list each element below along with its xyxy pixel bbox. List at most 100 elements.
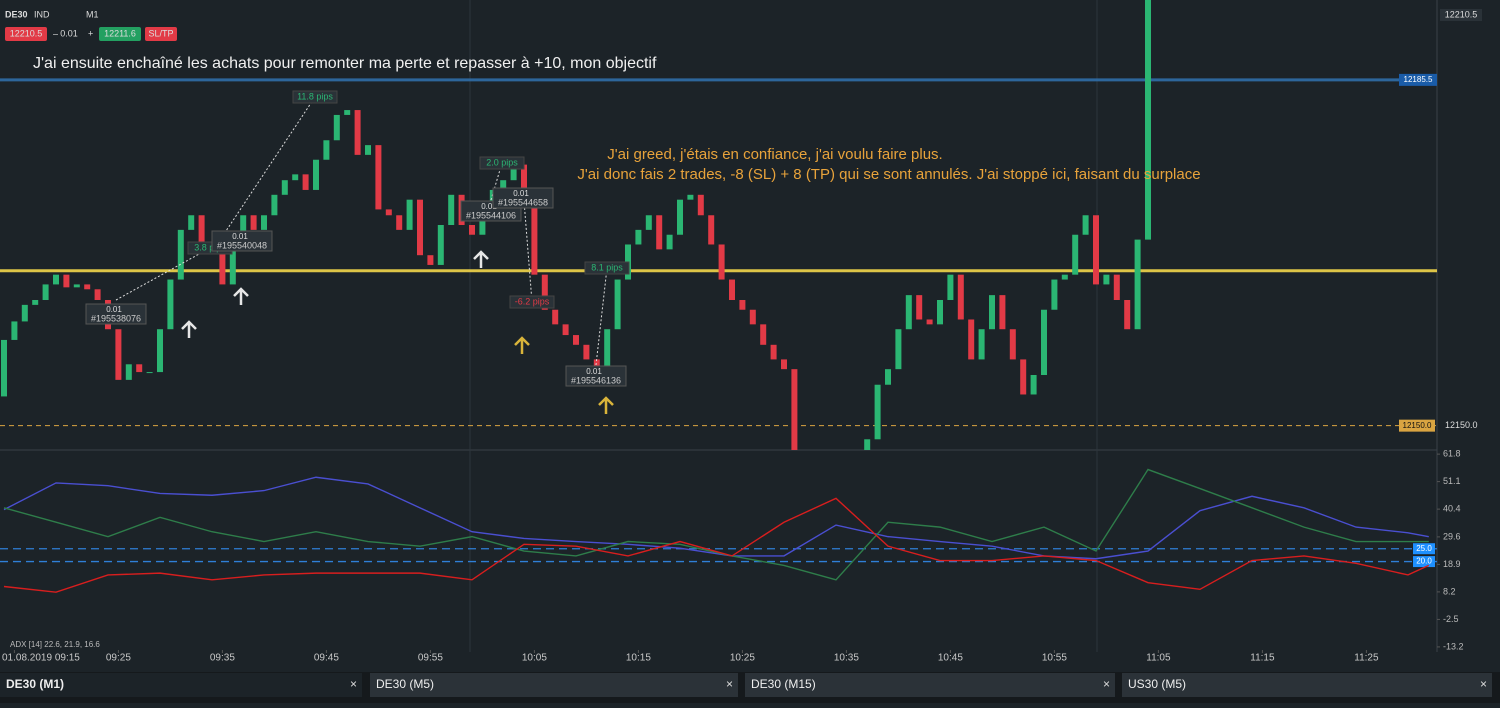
candle xyxy=(978,329,985,360)
candle xyxy=(770,344,777,360)
annotation: J'ai greed, j'étais en confiance, j'ai v… xyxy=(607,146,942,163)
tab-close[interactable]: × xyxy=(1103,677,1110,691)
ask-button[interactable] xyxy=(99,27,141,41)
candle xyxy=(1020,359,1027,395)
entry-arrows xyxy=(181,250,614,414)
x-tick-label: 10:45 xyxy=(938,653,963,664)
candle xyxy=(1103,274,1110,285)
candle xyxy=(989,295,995,330)
level-tag-label: 20.0 xyxy=(1416,557,1432,566)
tab-label: DE30 (M5) xyxy=(376,677,434,691)
tab[interactable] xyxy=(370,673,738,697)
candle xyxy=(344,110,351,115)
ticket-box xyxy=(211,230,273,252)
y2-tick-label: 40.4 xyxy=(1443,504,1461,514)
pips-label: 2.0 pips xyxy=(486,157,518,167)
candle xyxy=(718,244,725,280)
candle xyxy=(188,215,195,230)
candle xyxy=(905,295,912,330)
candle xyxy=(562,324,569,336)
plus[interactable]: + xyxy=(88,28,93,38)
ticket-lot: 0.01 xyxy=(586,367,602,376)
candle xyxy=(552,309,559,325)
x-tick-label: 11:05 xyxy=(1146,653,1171,664)
ticket-box xyxy=(492,187,554,209)
candle xyxy=(84,284,91,290)
lot[interactable]: 0.01 xyxy=(60,28,78,38)
candle xyxy=(656,215,663,250)
connector xyxy=(219,96,316,241)
candle xyxy=(1145,0,1151,240)
ticket-id: #195540048 xyxy=(217,240,267,250)
pips-box xyxy=(584,261,630,275)
candle xyxy=(281,180,288,195)
tab[interactable] xyxy=(0,673,362,697)
candle xyxy=(323,140,330,160)
candle xyxy=(677,199,683,235)
x-tick-label: 10:35 xyxy=(834,653,859,664)
candle xyxy=(167,279,174,330)
current-price-tag xyxy=(1440,9,1482,21)
tab-close[interactable]: × xyxy=(350,677,357,691)
tab[interactable] xyxy=(1122,673,1492,697)
timeframe[interactable]: M1 xyxy=(86,9,99,19)
price-tag xyxy=(1399,73,1437,86)
candle xyxy=(157,329,163,373)
price-panel xyxy=(0,0,1437,450)
indicator-title: ADX [14] 22.6, 21.9, 16.6 xyxy=(10,640,100,649)
tab-close[interactable]: × xyxy=(1480,677,1487,691)
ticket-box xyxy=(85,303,147,325)
buy-arrow xyxy=(233,287,249,305)
sltp: SL/TP xyxy=(148,28,173,38)
candle xyxy=(333,114,340,141)
ticket-lot: 0.01 xyxy=(513,189,529,198)
candle xyxy=(521,164,527,195)
candle xyxy=(313,159,319,190)
candle xyxy=(385,209,392,216)
ticket-lot: 0.01 xyxy=(232,232,248,241)
x-tick-label: 09:35 xyxy=(210,653,235,664)
ticket-lot: 0.01 xyxy=(106,305,122,314)
current-price: 12210.5 xyxy=(1445,9,1478,19)
buy-arrow xyxy=(181,320,197,338)
level-tag-label: 25.0 xyxy=(1416,544,1432,553)
candle xyxy=(510,164,517,181)
candle xyxy=(947,274,954,300)
candle xyxy=(895,329,902,370)
candle xyxy=(957,274,964,320)
pips-box xyxy=(292,90,338,104)
candle xyxy=(916,295,923,320)
tab[interactable] xyxy=(745,673,1115,697)
symbol[interactable]: DE30 xyxy=(5,9,28,19)
candle xyxy=(261,215,267,230)
candle xyxy=(541,274,548,310)
connector xyxy=(115,247,211,301)
candle xyxy=(448,194,455,225)
y2-tick-label: 51.1 xyxy=(1443,476,1461,486)
x-tick-label: 10:25 xyxy=(730,653,755,664)
connector xyxy=(595,267,608,366)
tab-label: US30 (M5) xyxy=(1128,677,1186,691)
bid-button[interactable] xyxy=(5,27,47,41)
candle xyxy=(926,319,933,325)
candle xyxy=(417,199,423,256)
level-tag xyxy=(1413,556,1435,568)
candle xyxy=(53,274,59,285)
candle xyxy=(365,145,371,155)
candle xyxy=(614,279,621,330)
candle xyxy=(115,329,122,380)
candle xyxy=(292,174,299,181)
pips-box xyxy=(509,295,555,309)
sltp-button[interactable] xyxy=(145,27,177,41)
minus[interactable]: – xyxy=(53,28,58,38)
pips-label: 11.8 pips xyxy=(297,91,333,101)
annotation: J'ai ensuite enchaîné les achats pour re… xyxy=(33,55,657,72)
candle xyxy=(406,199,413,230)
candle xyxy=(73,284,80,288)
candle xyxy=(999,295,1006,330)
buy-arrow xyxy=(514,336,530,354)
x-tick-label: 01.08.2019 09:15 xyxy=(2,653,80,664)
x-tick-label: 10:05 xyxy=(522,653,547,664)
tab-close[interactable]: × xyxy=(726,677,733,691)
